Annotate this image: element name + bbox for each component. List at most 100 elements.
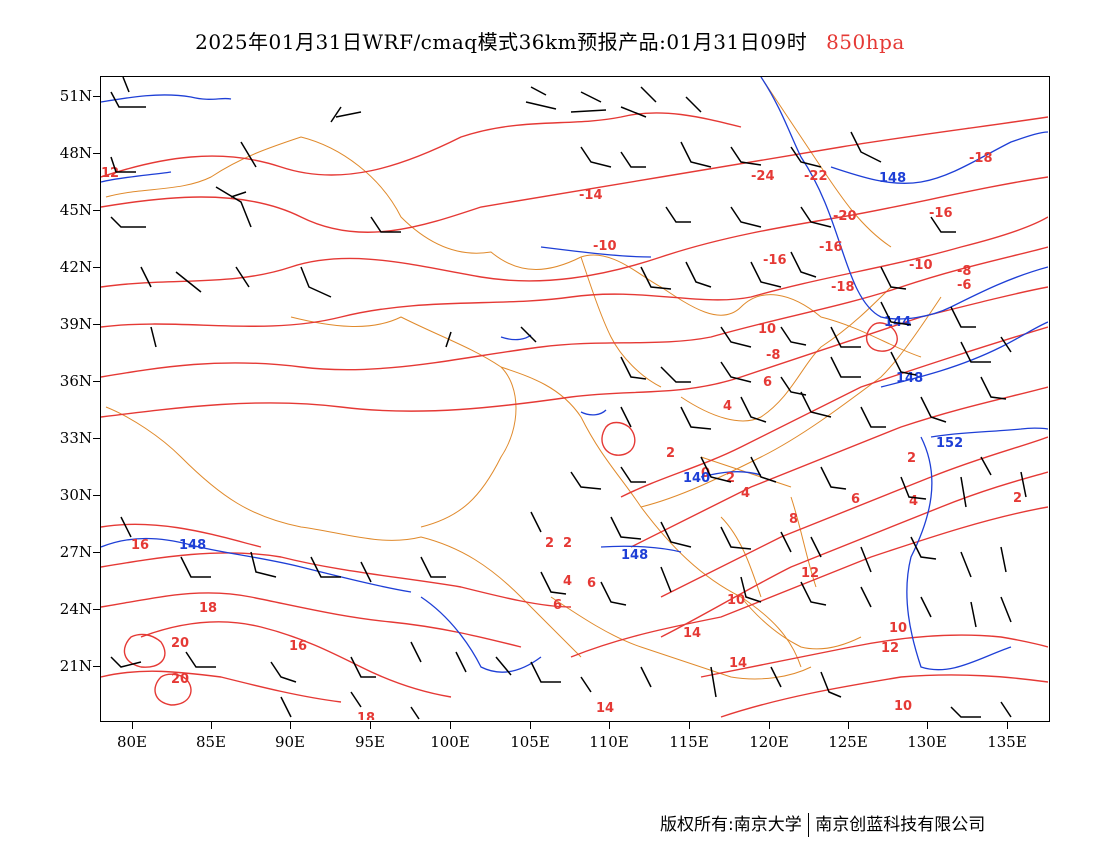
lat-tick	[93, 153, 100, 154]
lat-label-24n: 24N	[59, 600, 92, 618]
wind-barbs	[110, 76, 1027, 720]
temp-label: 4	[741, 486, 750, 501]
copyright-company: 南京创蓝科技有限公司	[815, 815, 986, 835]
lon-label-135e: 135E	[987, 733, 1027, 751]
temp-label: 2	[563, 536, 572, 551]
lat-tick	[93, 267, 100, 268]
temp-label: -16	[819, 240, 843, 255]
geo-label: 148	[621, 548, 648, 563]
temp-label: 10	[758, 322, 776, 337]
temp-label: 14	[683, 626, 701, 641]
lon-label-95e: 95E	[354, 733, 386, 751]
lat-tick	[93, 210, 100, 211]
temp-label: 16	[289, 639, 307, 654]
copyright-footer: 版权所有:南京大学 南京创蓝科技有限公司	[660, 810, 985, 837]
lat-label-51n: 51N	[59, 87, 92, 105]
temp-label: 2	[666, 446, 675, 461]
temp-label: -20	[833, 209, 857, 224]
temp-label: 14	[596, 701, 614, 716]
lon-label-105e: 105E	[510, 733, 550, 751]
copyright-owner: 版权所有:南京大学	[660, 815, 802, 835]
lat-tick	[93, 96, 100, 97]
lat-tick	[93, 324, 100, 325]
lat-tick	[93, 438, 100, 439]
temp-label: -18	[969, 151, 993, 166]
temp-label: 4	[723, 399, 732, 414]
temp-label: 6	[763, 375, 772, 390]
map-panel: 12 -14 -10 -24 -22 -20 -16 -16 -18 -18 -…	[100, 76, 1050, 726]
temp-label: -6	[957, 278, 971, 293]
temp-label: -18	[831, 280, 855, 295]
temp-label: 8	[789, 512, 798, 527]
temperature-labels: 12 -14 -10 -24 -22 -20 -16 -16 -18 -18 -…	[101, 151, 1022, 726]
title-main: 2025年01月31日WRF/cmaq模式36km预报产品:01月31日09时	[195, 30, 808, 54]
temp-label: 12	[101, 166, 119, 181]
temp-label: 4	[909, 494, 918, 509]
temp-label: 10	[889, 621, 907, 636]
lon-tick	[848, 722, 849, 729]
lat-label-39n: 39N	[59, 315, 92, 333]
boundary-lines	[105, 76, 942, 680]
lat-tick	[93, 609, 100, 610]
lon-tick	[530, 722, 531, 729]
temp-label: 6	[851, 492, 860, 507]
temp-label: 20	[171, 672, 189, 687]
lat-tick	[93, 666, 100, 667]
lon-label-90e: 90E	[274, 733, 306, 751]
lat-label-36n: 36N	[59, 372, 92, 390]
lat-tick	[93, 495, 100, 496]
footer-divider	[807, 813, 810, 837]
temp-label: 18	[199, 601, 217, 616]
pressure-level: 850hpa	[826, 30, 905, 54]
temp-label: 2	[1013, 491, 1022, 506]
lon-tick	[1007, 722, 1008, 729]
lat-label-48n: 48N	[59, 144, 92, 162]
temp-label: 2	[726, 471, 735, 486]
temp-label: 10	[894, 699, 912, 714]
temp-label: 0	[701, 466, 710, 481]
temp-label: 6	[553, 598, 562, 613]
chart-title: 2025年01月31日WRF/cmaq模式36km预报产品:01月31日09时 …	[0, 26, 1100, 55]
lat-label-21n: 21N	[59, 657, 92, 675]
lon-tick	[450, 722, 451, 729]
temp-label: 20	[171, 636, 189, 651]
lon-tick	[689, 722, 690, 729]
lon-tick	[927, 722, 928, 729]
lon-label-85e: 85E	[195, 733, 227, 751]
lat-label-45n: 45N	[59, 201, 92, 219]
lon-label-80e: 80E	[116, 733, 148, 751]
lat-label-27n: 27N	[59, 543, 92, 561]
lon-tick	[290, 722, 291, 729]
temp-label: -22	[804, 169, 828, 184]
lon-label-100e: 100E	[430, 733, 470, 751]
geo-label: 152	[936, 436, 963, 451]
geo-label: 148	[896, 371, 923, 386]
lat-tick	[93, 381, 100, 382]
lon-label-115e: 115E	[669, 733, 709, 751]
lon-tick	[769, 722, 770, 729]
temp-label: 16	[131, 538, 149, 553]
temp-label: 12	[881, 641, 899, 656]
temp-label: 14	[729, 656, 747, 671]
temp-label: -10	[909, 258, 933, 273]
lon-tick	[211, 722, 212, 729]
lon-label-130e: 130E	[907, 733, 947, 751]
geopotential-contours	[100, 76, 1049, 673]
geopotential-labels: 148 144 148 152 148 148 140	[179, 171, 963, 563]
temp-label: 4	[563, 574, 572, 589]
lat-tick	[93, 552, 100, 553]
temp-label: -16	[929, 206, 953, 221]
temp-label: 12	[801, 566, 819, 581]
temp-label: -14	[579, 188, 603, 203]
temp-label: -8	[957, 264, 971, 279]
map-canvas: 12 -14 -10 -24 -22 -20 -16 -16 -18 -18 -…	[100, 76, 1049, 726]
temp-label: 2	[545, 536, 554, 551]
lon-tick	[609, 722, 610, 729]
temp-label: -8	[766, 348, 780, 363]
lon-label-110e: 110E	[589, 733, 629, 751]
temp-label: -10	[593, 239, 617, 254]
temp-label: -16	[763, 253, 787, 268]
geo-label: 148	[179, 538, 206, 553]
lat-label-42n: 42N	[59, 258, 92, 276]
geo-label: 148	[879, 171, 906, 186]
